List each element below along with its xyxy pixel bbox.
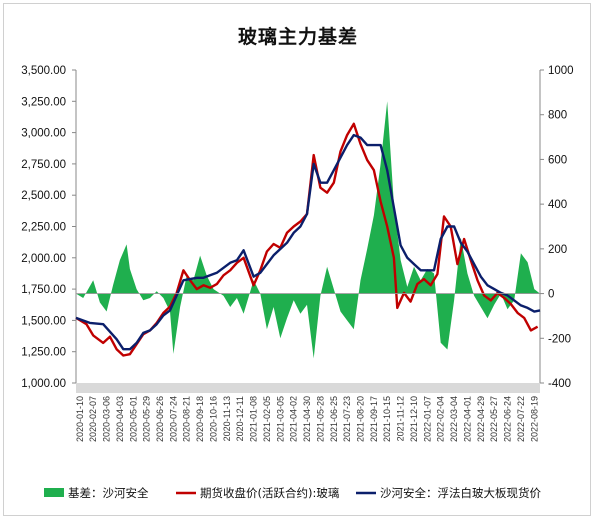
x-axis-band	[76, 383, 540, 393]
x-tick-label: 2022-07-22	[516, 396, 526, 442]
x-tick-label: 2022-04-29	[476, 396, 486, 442]
x-tick-label: 2021-05-28	[315, 396, 325, 442]
legend-basis-label: 基差：沙河安全	[68, 486, 149, 500]
x-tick-label: 2021-06-25	[329, 396, 339, 442]
left-tick-label: 3,500.00	[21, 65, 66, 77]
x-tick-label: 2021-12-10	[409, 396, 419, 442]
x-tick-label: 2020-08-21	[182, 396, 192, 442]
x-tick-label: 2022-02-04	[436, 396, 446, 442]
legend: 基差：沙河安全 期货收盘价(活跃合约):玻璃 沙河安全：浮法白玻大板现货价	[44, 486, 541, 500]
legend-basis-swatch	[44, 488, 64, 497]
x-tick-label: 2021-08-20	[356, 396, 366, 442]
x-tick-label: 2020-05-01	[128, 396, 138, 442]
series-futures-line	[75, 122, 539, 357]
left-tick-label: 3,250.00	[21, 96, 66, 108]
plot-series	[75, 101, 541, 359]
x-tick-label: 2021-09-17	[369, 396, 379, 442]
right-tick-label: -200	[548, 333, 571, 345]
x-tick-label: 2021-11-12	[396, 396, 406, 441]
right-tick-label: 0	[548, 289, 554, 301]
x-tick-label: 2020-05-29	[142, 396, 152, 442]
left-tick-label: 1,500.00	[21, 315, 66, 327]
x-tick-label: 2020-06-26	[155, 396, 165, 442]
x-tick-label: 2020-11-13	[222, 396, 232, 441]
left-tick-label: 3,000.00	[21, 128, 66, 140]
x-axis-ticks: 2020-01-10 2020-02-07 2020-03-06 2020-04-03…	[75, 396, 539, 442]
chart-frame	[3, 3, 591, 516]
x-tick-label: 2020-01-10	[75, 396, 85, 442]
right-tick-label: -400	[548, 378, 571, 390]
x-tick-label: 2021-07-23	[342, 396, 352, 442]
x-tick-label: 2021-10-15	[382, 396, 392, 442]
x-tick-label: 2022-04-01	[462, 396, 472, 442]
left-tick-label: 1,750.00	[21, 284, 66, 296]
x-tick-label: 2021-04-30	[302, 396, 312, 442]
left-tick-label: 2,500.00	[21, 190, 66, 202]
x-tick-label: 2022-05-27	[489, 396, 499, 442]
left-tick-label: 1,250.00	[21, 347, 66, 359]
x-tick-label: 2020-07-24	[168, 396, 178, 442]
x-tick-label: 2020-12-11	[235, 396, 245, 441]
right-axis-ticks: -400 -200 0 200 400 600 800 1000	[540, 65, 574, 390]
series-spot-line	[75, 133, 541, 351]
left-tick-label: 2,250.00	[21, 222, 66, 234]
x-tick-label: 2021-04-02	[289, 396, 299, 442]
right-tick-label: 200	[548, 244, 567, 256]
x-tick-label: 2022-08-19	[529, 396, 539, 442]
series-basis-area	[76, 101, 540, 359]
legend-spot-label: 沙河安全：浮法白玻大板现货价	[380, 486, 541, 500]
x-tick-label: 2020-03-06	[102, 396, 112, 442]
x-tick-label: 2020-09-18	[195, 396, 205, 442]
x-tick-label: 2022-01-07	[422, 396, 432, 442]
x-tick-label: 2020-04-03	[115, 396, 125, 442]
x-tick-label: 2021-02-05	[262, 396, 272, 442]
legend-futures-label: 期货收盘价(活跃合约):玻璃	[200, 486, 339, 500]
left-tick-label: 1,000.00	[21, 378, 66, 390]
x-tick-label: 2022-06-24	[503, 396, 513, 442]
left-axis-ticks: 1,000.00 1,250.00 1,500.00 1,750.00 2,000.00…	[21, 65, 76, 390]
chart-title: 玻璃主力基差	[237, 26, 358, 48]
x-tick-label: 2021-01-08	[249, 396, 259, 442]
right-tick-label: 600	[548, 154, 567, 166]
left-tick-label: 2,750.00	[21, 159, 66, 171]
x-tick-label: 2020-02-07	[88, 396, 98, 442]
right-tick-label: 400	[548, 199, 567, 211]
x-tick-label: 2022-03-04	[449, 396, 459, 442]
right-tick-label: 1000	[548, 65, 574, 77]
left-tick-label: 2,000.00	[21, 253, 66, 265]
right-tick-label: 800	[548, 110, 567, 122]
x-tick-label: 2021-03-05	[275, 396, 285, 442]
x-tick-label: 2020-10-16	[209, 396, 219, 442]
